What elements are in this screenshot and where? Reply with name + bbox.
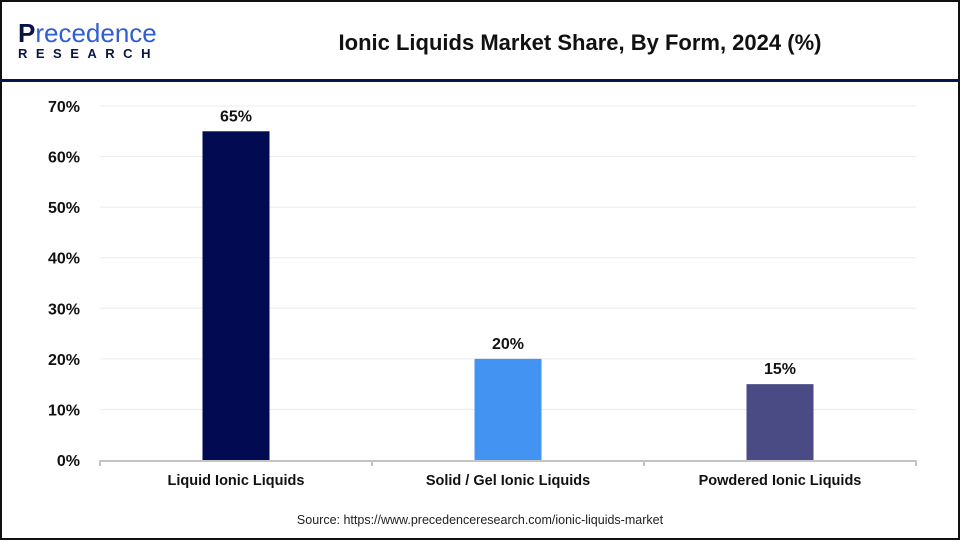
chart-title: Ionic Liquids Market Share, By Form, 202…	[338, 30, 822, 55]
logo-text: recedence	[35, 18, 157, 48]
y-tick-label: 60%	[48, 150, 80, 167]
x-tick-label: Liquid Ionic Liquids	[168, 473, 305, 489]
bar	[474, 358, 542, 460]
bar	[202, 131, 270, 461]
y-tick-label: 30%	[48, 301, 80, 318]
y-tick-label: 40%	[48, 251, 80, 268]
logo-initial: P	[18, 18, 36, 48]
y-tick-label: 20%	[48, 352, 80, 369]
logo-subtext: RESEARCH	[18, 46, 159, 61]
x-tick-label: Powdered Ionic Liquids	[699, 473, 862, 489]
bar	[746, 384, 814, 460]
header-divider	[0, 79, 960, 82]
y-tick-label: 50%	[48, 200, 80, 217]
source-note: Source: https://www.precedenceresearch.c…	[296, 513, 664, 527]
y-tick-label: 10%	[48, 402, 80, 419]
data-label: 65%	[220, 108, 252, 125]
y-tick-label: 70%	[48, 99, 80, 116]
x-tick-label: Solid / Gel Ionic Liquids	[426, 473, 590, 489]
precedence-research-logo: Precedence RESEARCH	[18, 20, 159, 61]
y-tick-label: 0%	[57, 453, 80, 470]
data-label: 20%	[492, 336, 524, 353]
data-label: 15%	[764, 361, 796, 378]
